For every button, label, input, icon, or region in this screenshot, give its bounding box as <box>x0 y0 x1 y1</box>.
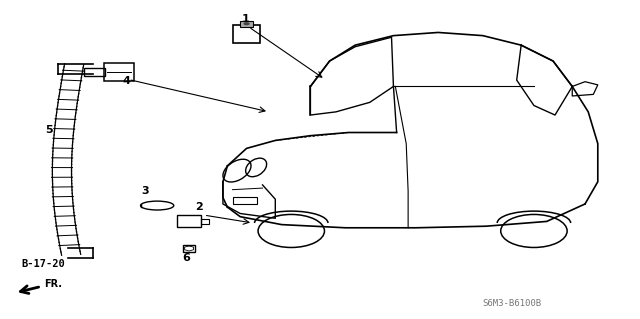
Text: S6M3-B6100B: S6M3-B6100B <box>483 299 542 308</box>
Circle shape <box>243 22 250 25</box>
Bar <box>233 25 260 43</box>
Text: 6: 6 <box>182 253 191 263</box>
Bar <box>240 20 253 27</box>
Bar <box>232 197 257 204</box>
Bar <box>104 63 134 81</box>
Bar <box>84 68 105 76</box>
Bar <box>201 219 209 224</box>
Text: 3: 3 <box>141 186 149 196</box>
Text: B-17-20: B-17-20 <box>21 259 65 270</box>
Text: 5: 5 <box>45 124 53 135</box>
Bar <box>182 245 195 252</box>
Text: 4: 4 <box>122 76 130 86</box>
Bar <box>177 215 201 227</box>
Text: FR.: FR. <box>20 278 62 293</box>
Text: 2: 2 <box>195 202 204 212</box>
Text: 1: 1 <box>242 14 250 24</box>
